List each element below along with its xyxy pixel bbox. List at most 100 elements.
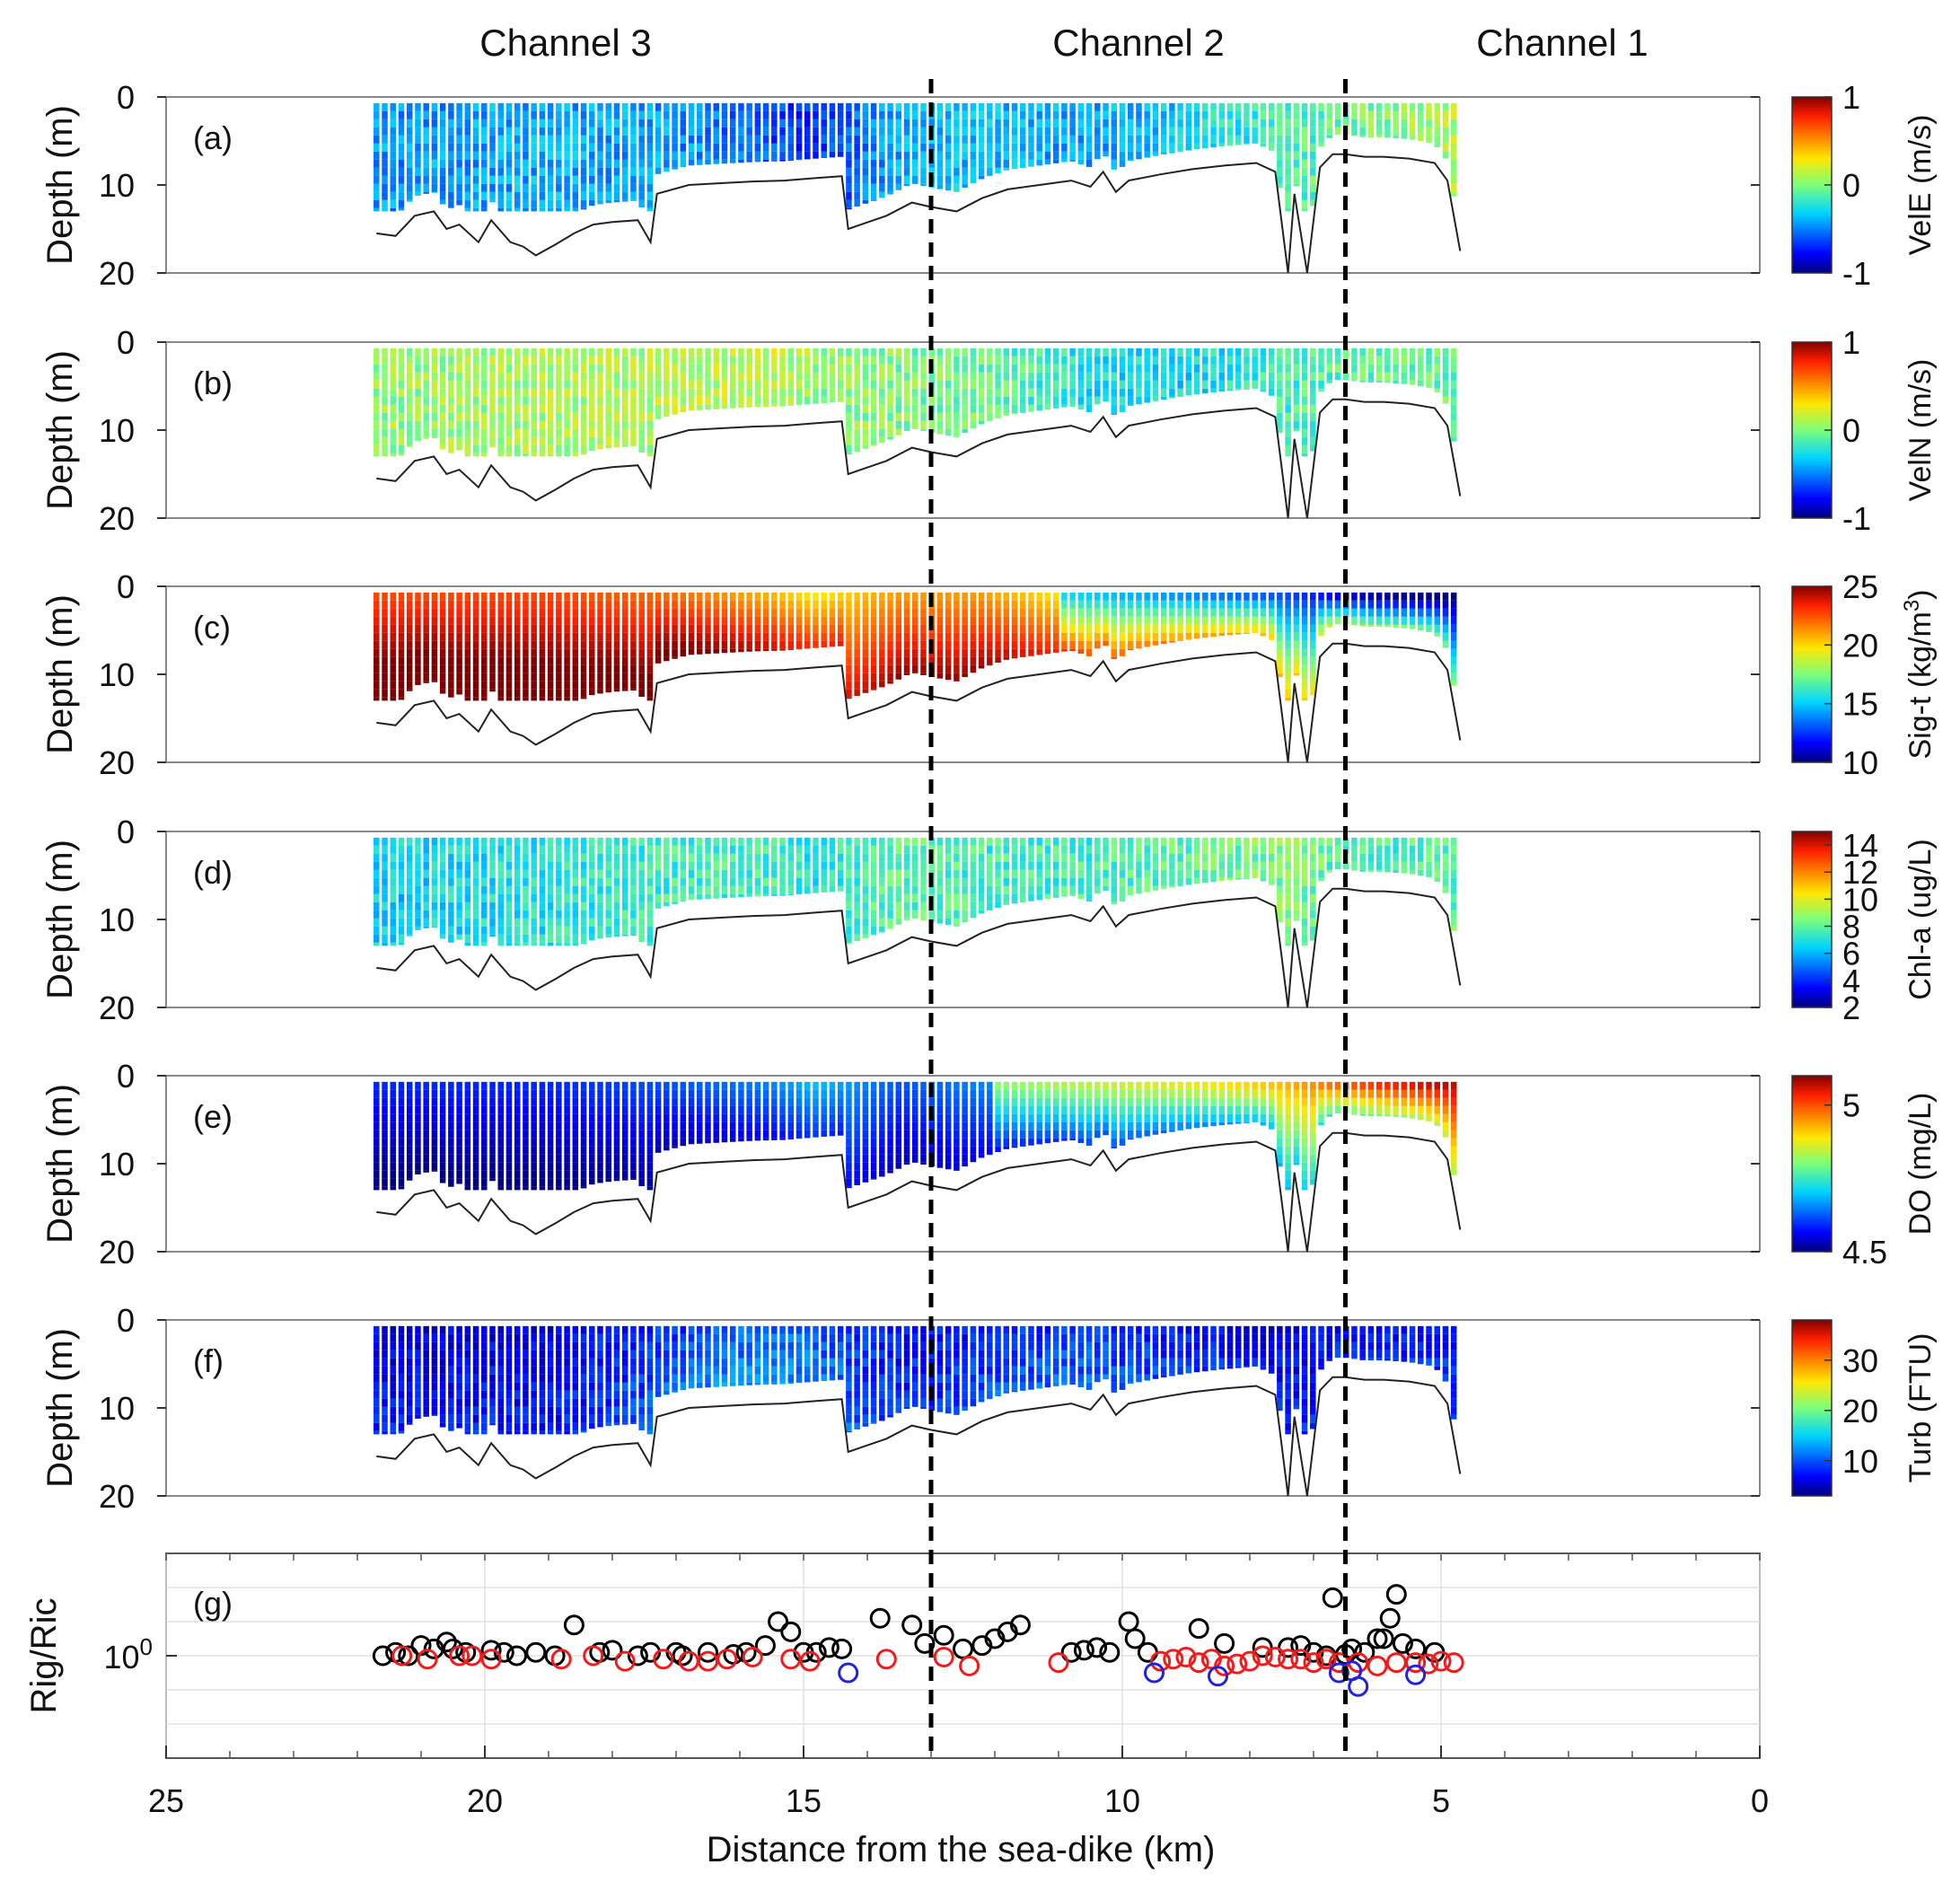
data-cell [754, 380, 761, 389]
data-cell [1359, 624, 1366, 627]
data-cell [621, 151, 628, 160]
data-cell [936, 347, 944, 356]
data-cell [804, 127, 811, 136]
data-cell [995, 845, 1001, 854]
data-cell [374, 656, 380, 665]
data-cell [464, 372, 471, 381]
data-cell [1244, 110, 1250, 119]
data-cell [804, 151, 811, 160]
data-cell [854, 135, 860, 144]
data-cell [995, 110, 1001, 119]
data-cell [954, 592, 960, 601]
data-cell [464, 656, 471, 665]
data-cell [862, 396, 869, 405]
data-cell [697, 380, 703, 389]
data-cell [697, 347, 703, 356]
data-cell [887, 885, 893, 894]
data-cell [705, 845, 711, 854]
data-cell [895, 135, 902, 144]
data-cell [489, 119, 496, 128]
data-cell [406, 689, 413, 691]
data-cell [423, 436, 429, 439]
data-cell [398, 364, 405, 373]
data-cell [448, 640, 454, 649]
data-cell [505, 404, 513, 413]
data-cell [1334, 364, 1341, 373]
data-cell [1136, 640, 1142, 649]
data-cell [1310, 143, 1316, 152]
data-cell [398, 143, 405, 152]
data-cell [547, 910, 554, 919]
data-cell [514, 110, 521, 119]
data-cell [505, 656, 513, 665]
data-cell [870, 869, 877, 878]
data-cell [456, 926, 462, 935]
data-cell [1028, 102, 1034, 111]
data-cell [1401, 608, 1408, 617]
data-cell [572, 861, 579, 870]
data-cell [423, 853, 429, 862]
data-cell [1285, 159, 1291, 168]
data-cell [630, 151, 637, 160]
data-cell [746, 837, 752, 846]
data-cell [1268, 861, 1275, 870]
data-cell [697, 356, 703, 365]
data-cell [621, 183, 628, 192]
data-cell [564, 127, 570, 136]
data-cell [1111, 608, 1118, 617]
data-cell [912, 143, 918, 152]
data-cell [862, 845, 869, 854]
data-cell [920, 135, 927, 144]
data-cell [1252, 837, 1258, 846]
data-cell [1202, 837, 1209, 846]
data-cell [655, 592, 662, 601]
data-cell [846, 110, 852, 119]
data-cell [464, 902, 471, 910]
data-cell [439, 151, 446, 160]
data-cell [978, 420, 985, 425]
data-cell [895, 648, 902, 657]
data-cell [887, 624, 893, 633]
data-cell [1310, 444, 1316, 452]
data-cell [1169, 640, 1175, 643]
data-cell [1003, 608, 1010, 617]
data-cell [1334, 372, 1341, 381]
data-cell [762, 372, 769, 381]
data-cell [987, 592, 993, 601]
data-cell [870, 648, 877, 657]
data-cell [605, 167, 611, 176]
data-cell [1260, 869, 1267, 878]
data-cell [1285, 918, 1291, 927]
data-cell [1003, 861, 1010, 870]
data-cell [398, 396, 405, 405]
data-cell [1334, 110, 1341, 119]
data-cell [729, 135, 736, 144]
data-cell [390, 877, 397, 886]
data-cell [1061, 869, 1068, 878]
data-cell [804, 135, 811, 144]
data-cell [1085, 396, 1093, 405]
data-cell [672, 167, 678, 170]
data-cell [945, 608, 952, 617]
data-cell [572, 877, 579, 886]
data-cell [489, 681, 496, 690]
data-cell [729, 632, 736, 641]
data-cell [630, 167, 637, 176]
data-cell [1036, 640, 1042, 649]
data-cell [406, 869, 413, 878]
data-cell [646, 135, 654, 144]
data-cell [589, 420, 595, 429]
data-cell [514, 648, 521, 657]
data-cell [779, 143, 786, 152]
data-cell [1301, 942, 1308, 946]
data-cell [995, 869, 1001, 878]
data-cell [879, 640, 885, 649]
data-cell [1318, 347, 1324, 356]
data-cell [1077, 364, 1085, 373]
data-cell [605, 632, 611, 641]
data-cell [795, 624, 803, 633]
data-cell [464, 444, 471, 453]
data-cell [646, 404, 654, 413]
data-cell [539, 624, 546, 633]
data-cell [472, 396, 479, 405]
